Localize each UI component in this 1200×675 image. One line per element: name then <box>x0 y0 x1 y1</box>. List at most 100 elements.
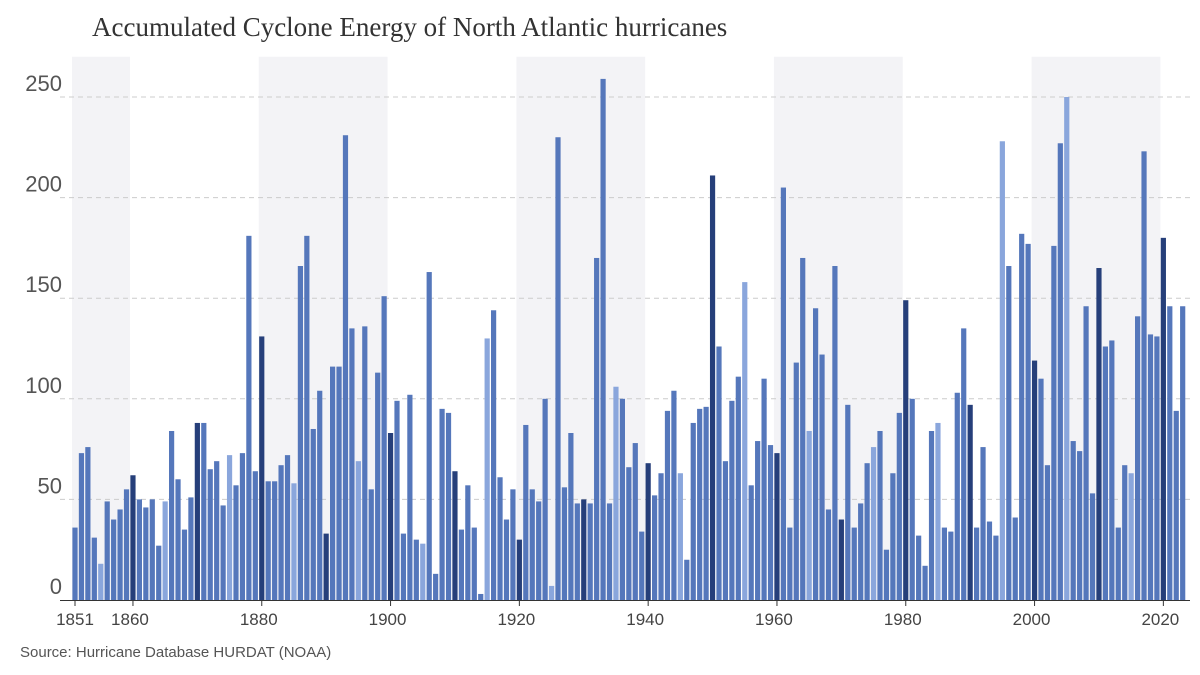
bar-1963 <box>793 362 799 600</box>
bar-1976 <box>877 430 883 600</box>
bar-1952 <box>722 461 729 600</box>
bar-1879 <box>252 471 258 600</box>
bar-2009 <box>1089 493 1096 600</box>
bar-1985 <box>935 422 941 600</box>
bar-1936 <box>619 398 625 600</box>
bar-1931 <box>587 503 593 600</box>
bar-2018 <box>1147 334 1154 600</box>
bar-1981 <box>909 398 915 600</box>
bar-1991 <box>974 527 980 600</box>
bar-1944 <box>671 390 677 600</box>
bar-1986 <box>941 527 947 600</box>
bar-1921 <box>523 424 529 600</box>
bar-1910 <box>452 471 458 600</box>
y-tick-label: 200 <box>25 172 62 197</box>
x-tick-label: 1851 <box>56 610 94 629</box>
bar-2016 <box>1135 316 1141 600</box>
bar-1914 <box>478 593 484 600</box>
bar-1855 <box>98 563 104 600</box>
x-tick-label: 1900 <box>369 610 407 629</box>
bar-1857 <box>111 519 117 600</box>
bar-1858 <box>117 509 123 600</box>
bar-1888 <box>310 428 316 600</box>
bar-1949 <box>703 406 709 600</box>
bar-1972 <box>851 527 857 600</box>
bar-1947 <box>690 422 696 600</box>
bar-1894 <box>349 328 355 600</box>
shaded-period <box>258 56 388 600</box>
bar-2000 <box>1031 360 1038 600</box>
y-tick-label: 50 <box>38 473 62 498</box>
bar-1907 <box>433 573 439 600</box>
bar-1942 <box>658 473 664 600</box>
bar-1915 <box>484 338 490 600</box>
x-tick-label: 1940 <box>626 610 664 629</box>
bar-1974 <box>864 463 870 600</box>
bar-1886 <box>297 266 303 600</box>
bar-1892 <box>336 366 342 600</box>
bar-1941 <box>652 495 658 600</box>
bar-1875 <box>226 455 233 600</box>
x-tick-label: 1960 <box>755 610 793 629</box>
bar-1918 <box>503 519 510 600</box>
bar-1891 <box>330 366 336 600</box>
bar-1899 <box>381 296 387 600</box>
bar-1997 <box>1012 517 1018 600</box>
bar-1854 <box>91 537 97 600</box>
bar-1992 <box>980 447 986 600</box>
bar-1923 <box>536 501 542 600</box>
bar-1922 <box>529 489 535 600</box>
bar-2001 <box>1038 378 1044 600</box>
bar-1904 <box>413 539 419 600</box>
bar-1913 <box>471 527 477 600</box>
bar-1979 <box>896 412 902 600</box>
bar-1928 <box>568 433 574 600</box>
bar-1905 <box>420 543 426 600</box>
bar-1870 <box>194 422 200 600</box>
bar-1993 <box>986 521 993 600</box>
bar-1970 <box>838 519 844 600</box>
bar-1927 <box>561 487 568 600</box>
bar-1895 <box>355 461 361 600</box>
bar-2017 <box>1141 151 1147 600</box>
bar-1930 <box>581 499 587 600</box>
bar-1969 <box>832 266 838 600</box>
bar-1909 <box>445 412 452 600</box>
source-note: Source: Hurricane Database HURDAT (NOAA) <box>20 644 332 661</box>
x-tick-label: 1980 <box>884 610 922 629</box>
bar-1943 <box>664 410 671 600</box>
bar-1881 <box>265 481 271 600</box>
bar-1983 <box>922 565 928 600</box>
bar-1980 <box>903 300 909 600</box>
bar-1945 <box>677 473 683 600</box>
bar-1982 <box>916 535 922 600</box>
bar-2011 <box>1102 346 1108 600</box>
bar-1911 <box>458 529 464 600</box>
bar-1872 <box>207 469 213 600</box>
bar-1965 <box>806 430 812 600</box>
bar-1959 <box>767 445 774 600</box>
bar-1964 <box>800 257 806 600</box>
bar-2020 <box>1160 237 1166 600</box>
bar-2023 <box>1180 306 1186 600</box>
bar-1869 <box>188 497 194 600</box>
bar-1977 <box>883 549 890 600</box>
bar-1996 <box>1006 266 1012 600</box>
bar-1908 <box>439 408 445 600</box>
bar-1860 <box>130 475 136 600</box>
bar-2019 <box>1154 336 1160 600</box>
bar-1912 <box>465 485 471 600</box>
bar-1933 <box>600 78 606 601</box>
bar-1878 <box>246 235 252 600</box>
bar-1975 <box>870 447 877 600</box>
bar-1874 <box>220 505 226 600</box>
bar-1887 <box>304 235 310 600</box>
shaded-period <box>773 56 903 600</box>
bar-1956 <box>748 485 754 600</box>
bar-1971 <box>845 404 851 600</box>
bar-1863 <box>149 499 155 600</box>
bar-1954 <box>735 376 741 600</box>
bar-2013 <box>1115 527 1121 600</box>
bar-2022 <box>1173 410 1179 600</box>
